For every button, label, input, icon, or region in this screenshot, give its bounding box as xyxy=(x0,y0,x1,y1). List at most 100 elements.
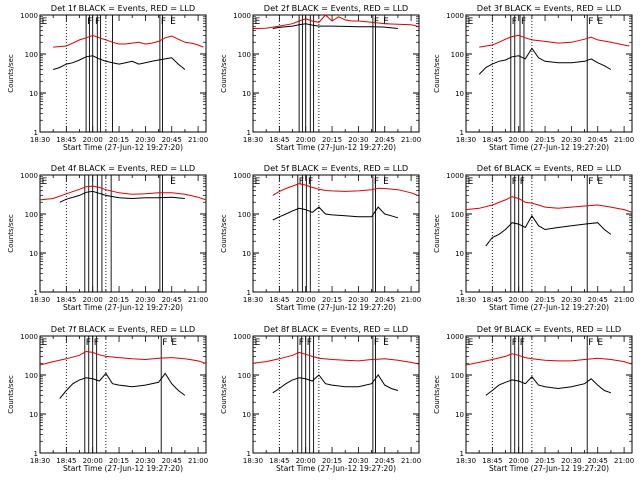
x-tick-label: 20:00 xyxy=(509,136,529,144)
flag-marker: F xyxy=(521,17,526,27)
x-tick-label: 18:45 xyxy=(269,296,289,304)
panel-1: Det 1f BLACK = Events, RED = LLD 1 10 100 10… xyxy=(7,3,208,152)
y-axis-label: Counts/sec xyxy=(433,54,441,93)
y-tick-label: 1 xyxy=(247,289,251,297)
lld-series-line xyxy=(272,183,418,196)
lld-series-line xyxy=(465,353,633,366)
x-tick-label: 20:15 xyxy=(535,457,555,465)
x-tick-label: 21:00 xyxy=(614,457,634,465)
panel-7: Det 7f BLACK = Events, RED = LLD 1 10 100 10… xyxy=(7,324,208,473)
flag-marker: E xyxy=(42,338,48,348)
y-axis-label: Counts/sec xyxy=(220,54,228,93)
y-tick-label: 100 xyxy=(238,51,251,59)
y-tick-label: 1 xyxy=(34,289,38,297)
x-tick-label: 20:30 xyxy=(135,457,155,465)
y-tick-label: 1 xyxy=(34,129,38,137)
y-tick-label: 10 xyxy=(242,90,251,98)
events-series-line xyxy=(478,47,612,75)
events-series-line xyxy=(485,376,612,396)
y-axis-label: Counts/sec xyxy=(433,214,441,253)
x-tick-label: 18:30 xyxy=(456,296,476,304)
y-tick-label: 1000 xyxy=(446,172,464,180)
x-tick-label: 20:45 xyxy=(162,457,182,465)
events-series-line xyxy=(272,206,399,221)
y-tick-label: 1 xyxy=(460,289,464,297)
x-tick-label: 20:00 xyxy=(83,296,103,304)
flag-marker: E xyxy=(255,17,261,27)
x-tick-label: 20:15 xyxy=(535,136,555,144)
x-tick-label: 21:00 xyxy=(401,457,421,465)
panel-title: Det 4f BLACK = Events, RED = LLD xyxy=(51,163,195,173)
x-tick-label: 18:45 xyxy=(482,296,502,304)
y-tick-label: 10 xyxy=(455,250,464,258)
flag-marker: E xyxy=(170,17,176,27)
y-tick-label: 100 xyxy=(238,372,251,380)
x-tick-label: 20:45 xyxy=(375,296,395,304)
flag-marker: E xyxy=(42,17,48,27)
x-tick-label: 20:45 xyxy=(162,136,182,144)
y-tick-label: 1000 xyxy=(20,172,38,180)
x-tick-label: 20:00 xyxy=(296,136,316,144)
y-tick-label: 10 xyxy=(242,250,251,258)
x-tick-label: 21:00 xyxy=(614,296,634,304)
panel-6: Det 6f BLACK = Events, RED = LLD 1 10 100 10… xyxy=(433,163,634,312)
flag-marker: F xyxy=(520,177,525,187)
x-tick-label: 20:30 xyxy=(561,296,581,304)
x-tick-label: 21:00 xyxy=(614,136,634,144)
y-tick-label: 10 xyxy=(455,90,464,98)
flag-marker: E xyxy=(383,17,389,27)
y-axis-label: Counts/sec xyxy=(7,375,15,414)
panel-8: Det 8f BLACK = Events, RED = LLD 1 10 100 10… xyxy=(220,324,421,473)
flag-marker: F xyxy=(161,17,166,27)
x-tick-label: 20:15 xyxy=(535,296,555,304)
x-tick-label: 18:30 xyxy=(243,296,263,304)
x-tick-label: 20:30 xyxy=(135,136,155,144)
lld-series-line xyxy=(252,14,420,29)
x-tick-label: 20:00 xyxy=(296,457,316,465)
flag-marker: E xyxy=(597,338,603,348)
flag-marker: E xyxy=(42,177,48,187)
plot-frame xyxy=(252,335,420,454)
events-series-line xyxy=(53,55,186,70)
x-tick-label: 20:15 xyxy=(109,296,129,304)
lld-series-line xyxy=(39,185,207,201)
y-tick-label: 10 xyxy=(29,250,38,258)
y-tick-label: 1000 xyxy=(20,12,38,20)
flag-marker: E xyxy=(255,177,261,187)
panel-title: Det 1f BLACK = Events, RED = LLD xyxy=(51,3,195,13)
x-tick-label: 18:30 xyxy=(456,457,476,465)
x-tick-label: 18:30 xyxy=(243,136,263,144)
y-tick-label: 100 xyxy=(25,51,38,59)
plot-frame xyxy=(465,14,633,133)
panel-title: Det 5f BLACK = Events, RED = LLD xyxy=(264,163,408,173)
panel-title: Det 6f BLACK = Events, RED = LLD xyxy=(477,163,621,173)
y-axis-label: Counts/sec xyxy=(433,375,441,414)
flag-marker: F xyxy=(87,17,92,27)
panel-title: Det 9f BLACK = Events, RED = LLD xyxy=(477,324,621,334)
x-tick-label: 21:00 xyxy=(188,296,208,304)
flag-marker: F xyxy=(588,177,593,187)
x-tick-label: 18:45 xyxy=(482,457,502,465)
flag-marker: F xyxy=(86,338,91,348)
panel-title: Det 7f BLACK = Events, RED = LLD xyxy=(51,324,195,334)
flag-marker: F xyxy=(307,338,312,348)
lld-series-line xyxy=(53,34,204,48)
lld-series-line xyxy=(465,196,633,213)
flag-marker: F xyxy=(94,338,99,348)
flag-marker: E xyxy=(468,177,474,187)
flag-marker: F xyxy=(374,17,379,27)
flag-marker: E xyxy=(383,338,389,348)
y-tick-label: 100 xyxy=(238,211,251,219)
y-tick-label: 100 xyxy=(451,372,464,380)
x-tick-label: 20:45 xyxy=(588,457,608,465)
x-axis-label: Start Time (27-Jun-12 19:27:20) xyxy=(276,143,396,152)
x-tick-label: 18:30 xyxy=(30,136,50,144)
x-axis-label: Start Time (27-Jun-12 19:27:20) xyxy=(63,143,183,152)
x-tick-label: 18:45 xyxy=(482,136,502,144)
events-series-line xyxy=(59,372,186,399)
x-tick-label: 20:15 xyxy=(322,296,342,304)
y-tick-label: 1000 xyxy=(446,333,464,341)
x-tick-label: 20:15 xyxy=(109,457,129,465)
y-axis-label: Counts/sec xyxy=(7,54,15,93)
